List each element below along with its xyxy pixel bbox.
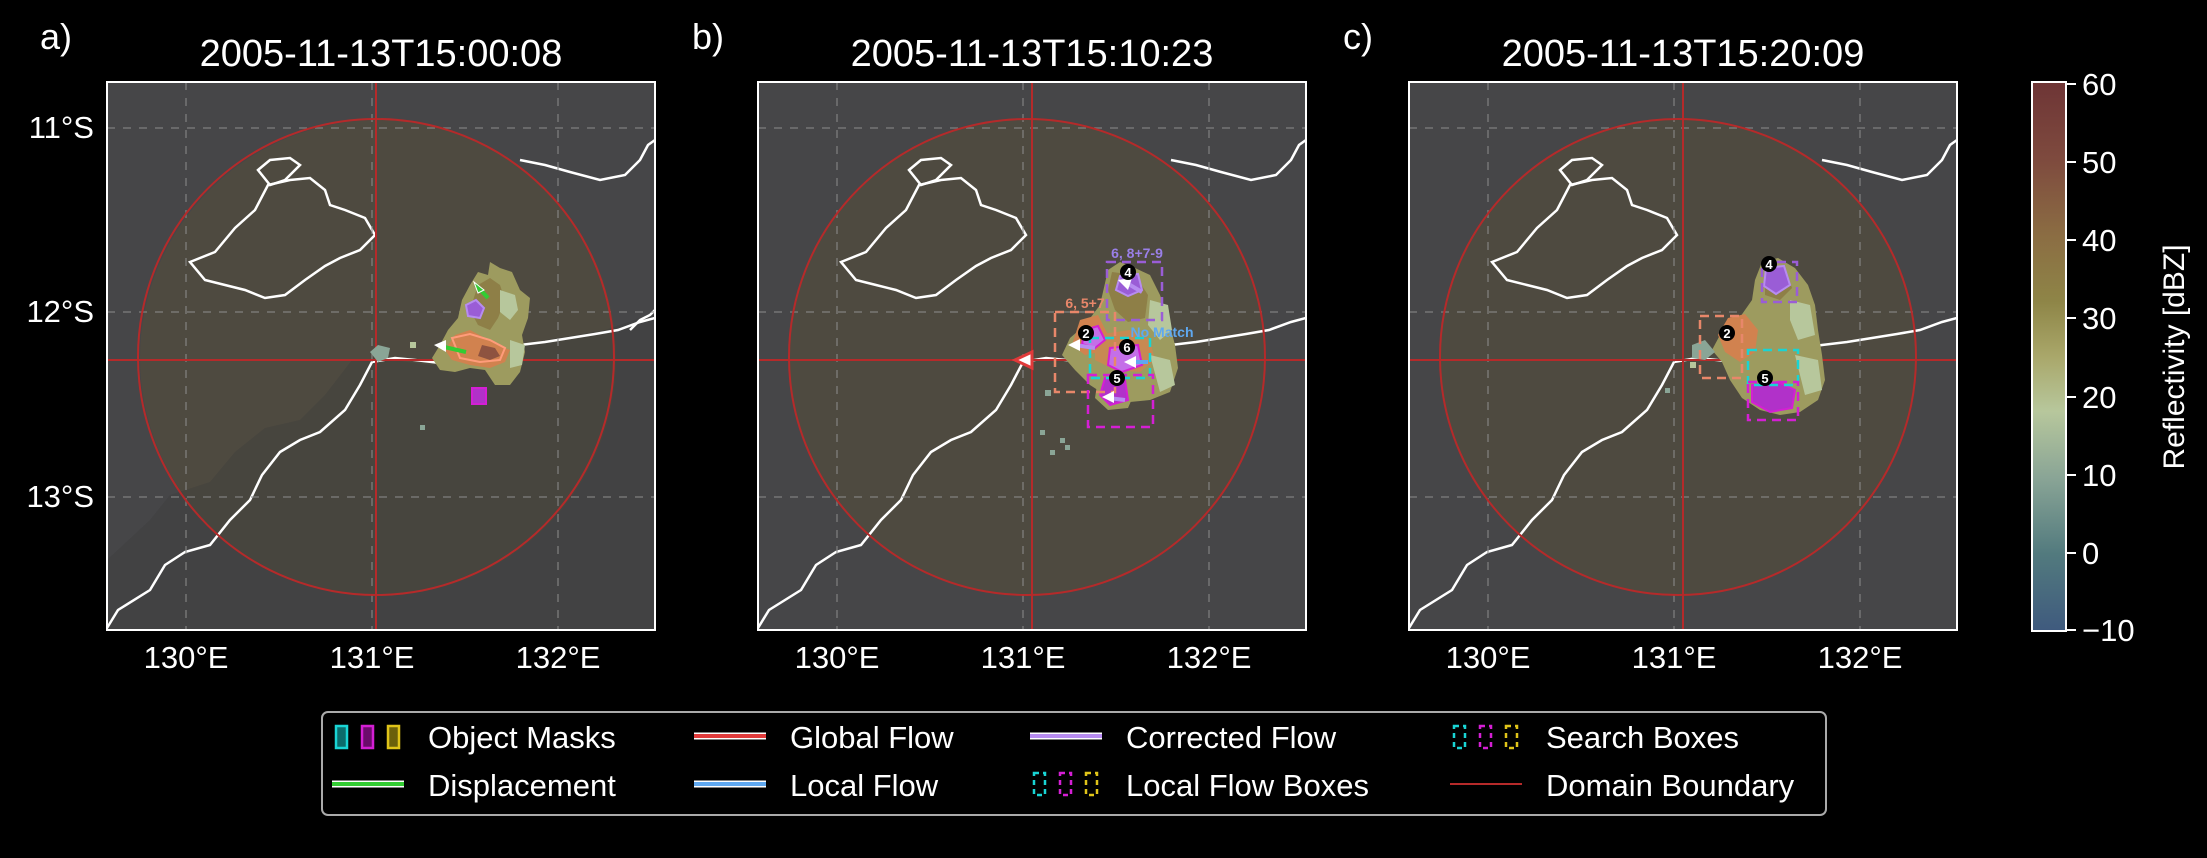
colorbar-tick-10: 10 [2082,458,2116,493]
panel-a-lon-tick-3: 132°E [516,640,601,675]
legend-search-boxes-swatch [1452,724,1519,750]
legend-corrected-flow: Corrected Flow [1126,720,1337,755]
panel-b-box-label-left: 6, 5+7 [1065,295,1105,311]
panel-c-object-2: 2 [1723,326,1730,341]
panel-b-map: 4 2 6 5 6, 8+7-9 6, 5+7 No Match [758,82,1306,630]
colorbar: 60 50 40 30 20 10 0 −10 Reflectivity [dB… [2031,67,2191,648]
panel-b-storm: 4 2 6 5 6, 8+7-9 6, 5+7 No Match [1011,245,1194,455]
panel-b-letter: b) [692,16,724,57]
legend-local-flow-boxes: Local Flow Boxes [1126,768,1369,803]
legend-displacement: Displacement [428,768,616,803]
legend-object-masks-swatch [334,724,401,750]
colorbar-label: Reflectivity [dBZ] [2158,244,2191,469]
panel-a-map [107,82,655,630]
panel-a-storm [370,262,530,430]
legend-search-boxes: Search Boxes [1546,720,1739,755]
legend-local-flow-boxes-swatch [1032,771,1099,797]
panel-c: c) 2005-11-13T15:20:09 [1343,16,1958,675]
panel-a-lat-tick-1: 11°S [29,110,94,145]
legend-global-flow: Global Flow [790,720,954,755]
panel-c-map: 4 2 5 [1409,82,1957,630]
colorbar-tick-60: 60 [2082,67,2116,102]
panel-c-lon-tick-1: 130°E [1446,640,1531,675]
legend: Object Masks Displacement Global Flow Lo… [321,711,1827,816]
panel-a-lon-tick-2: 131°E [330,640,415,675]
panel-c-object-4: 4 [1765,257,1773,272]
panel-a-lon-tick-1: 130°E [144,640,229,675]
panel-b-object-5: 5 [1113,371,1120,386]
colorbar-tick-20: 20 [2082,380,2116,415]
panel-b-no-match-label: No Match [1131,324,1194,340]
panel-b-lon-tick-3: 132°E [1167,640,1252,675]
panel-a-letter: a) [40,16,72,57]
panel-b-title: 2005-11-13T15:10:23 [851,33,1214,75]
panel-b: b) 2005-11-13T15:10:23 [692,16,1307,675]
panel-b-object-2: 2 [1082,326,1089,341]
colorbar-tick-0: 0 [2082,536,2099,571]
panel-b-lon-tick-1: 130°E [795,640,880,675]
panel-b-lon-tick-2: 131°E [981,640,1066,675]
colorbar-bar [2031,81,2067,632]
panel-c-title: 2005-11-13T15:20:09 [1502,33,1865,75]
panel-b-object-6: 6 [1123,340,1130,355]
panel-b-box-label-top: 6, 8+7-9 [1111,245,1163,261]
panel-c-lon-tick-3: 132°E [1818,640,1903,675]
panel-a-lat-tick-2: 12°S [26,294,94,329]
panel-c-object-5: 5 [1761,371,1768,386]
panel-c-letter: c) [1343,16,1373,57]
panel-a: a) 2005-11-13T15:00:08 [26,16,656,675]
colorbar-tick-50: 50 [2082,145,2116,180]
panel-b-object-4: 4 [1124,265,1132,280]
legend-object-masks: Object Masks [428,720,616,755]
colorbar-tick-neg10: −10 [2082,613,2135,648]
legend-domain-boundary: Domain Boundary [1546,768,1795,803]
colorbar-tick-40: 40 [2082,223,2116,258]
panel-c-storm: 4 2 5 [1665,256,1825,422]
panel-a-title: 2005-11-13T15:00:08 [200,33,563,75]
legend-local-flow: Local Flow [790,768,939,803]
panel-a-lat-tick-3: 13°S [26,479,94,514]
colorbar-tick-30: 30 [2082,301,2116,336]
panel-c-lon-tick-2: 131°E [1632,640,1717,675]
